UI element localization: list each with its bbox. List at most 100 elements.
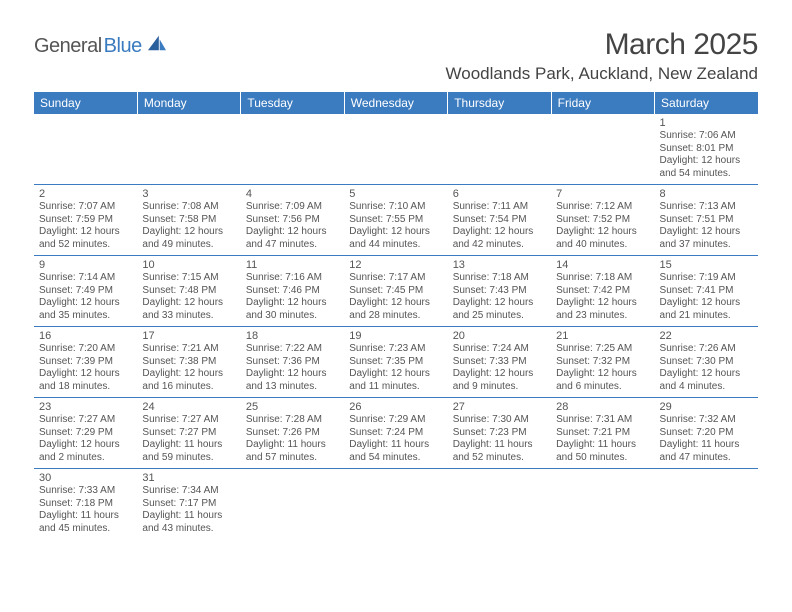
sunset-line: Sunset: 7:29 PM: [39, 427, 132, 440]
daylight-line: Daylight: 11 hours and 43 minutes.: [142, 510, 235, 535]
sunset-line: Sunset: 8:01 PM: [660, 143, 753, 156]
title-block: March 2025 Woodlands Park, Auckland, New…: [446, 28, 758, 84]
sunset-line: Sunset: 7:38 PM: [142, 356, 235, 369]
day-number: 11: [246, 259, 339, 271]
sunrise-line: Sunrise: 7:18 AM: [453, 272, 546, 285]
day-number: 14: [556, 259, 649, 271]
calendar-cell: 18Sunrise: 7:22 AMSunset: 7:36 PMDayligh…: [241, 327, 344, 398]
calendar-cell: 3Sunrise: 7:08 AMSunset: 7:58 PMDaylight…: [137, 185, 240, 256]
sunrise-line: Sunrise: 7:28 AM: [246, 414, 339, 427]
sunset-line: Sunset: 7:32 PM: [556, 356, 649, 369]
sunrise-line: Sunrise: 7:09 AM: [246, 201, 339, 214]
day-number: 30: [39, 472, 132, 484]
sunset-line: Sunset: 7:33 PM: [453, 356, 546, 369]
calendar-table: Sunday Monday Tuesday Wednesday Thursday…: [34, 92, 758, 539]
calendar-cell: [551, 114, 654, 185]
daylight-line: Daylight: 12 hours and 49 minutes.: [142, 226, 235, 251]
calendar-cell: [344, 114, 447, 185]
calendar-cell: 12Sunrise: 7:17 AMSunset: 7:45 PMDayligh…: [344, 256, 447, 327]
day-number: 25: [246, 401, 339, 413]
sunrise-line: Sunrise: 7:10 AM: [349, 201, 442, 214]
calendar-cell: 4Sunrise: 7:09 AMSunset: 7:56 PMDaylight…: [241, 185, 344, 256]
calendar-cell: 27Sunrise: 7:30 AMSunset: 7:23 PMDayligh…: [448, 398, 551, 469]
sunrise-line: Sunrise: 7:29 AM: [349, 414, 442, 427]
daylight-line: Daylight: 12 hours and 40 minutes.: [556, 226, 649, 251]
sunrise-line: Sunrise: 7:34 AM: [142, 485, 235, 498]
location-subtitle: Woodlands Park, Auckland, New Zealand: [446, 64, 758, 84]
daylight-line: Daylight: 11 hours and 47 minutes.: [660, 439, 753, 464]
logo-text-blue: Blue: [104, 35, 142, 58]
sunrise-line: Sunrise: 7:11 AM: [453, 201, 546, 214]
sunset-line: Sunset: 7:42 PM: [556, 285, 649, 298]
daylight-line: Daylight: 12 hours and 30 minutes.: [246, 297, 339, 322]
day-number: 7: [556, 188, 649, 200]
day-header: Tuesday: [241, 92, 344, 114]
calendar-row: 16Sunrise: 7:20 AMSunset: 7:39 PMDayligh…: [34, 327, 758, 398]
day-number: 4: [246, 188, 339, 200]
sunset-line: Sunset: 7:51 PM: [660, 214, 753, 227]
sunrise-line: Sunrise: 7:33 AM: [39, 485, 132, 498]
sunset-line: Sunset: 7:56 PM: [246, 214, 339, 227]
sunrise-line: Sunrise: 7:26 AM: [660, 343, 753, 356]
sunset-line: Sunset: 7:48 PM: [142, 285, 235, 298]
calendar-cell: 26Sunrise: 7:29 AMSunset: 7:24 PMDayligh…: [344, 398, 447, 469]
sunset-line: Sunset: 7:45 PM: [349, 285, 442, 298]
daylight-line: Daylight: 12 hours and 37 minutes.: [660, 226, 753, 251]
day-header: Saturday: [655, 92, 758, 114]
calendar-cell: [34, 114, 137, 185]
daylight-line: Daylight: 12 hours and 35 minutes.: [39, 297, 132, 322]
sunset-line: Sunset: 7:49 PM: [39, 285, 132, 298]
sunrise-line: Sunrise: 7:32 AM: [660, 414, 753, 427]
sunset-line: Sunset: 7:20 PM: [660, 427, 753, 440]
calendar-cell: [448, 114, 551, 185]
calendar-cell: [137, 114, 240, 185]
calendar-cell: 14Sunrise: 7:18 AMSunset: 7:42 PMDayligh…: [551, 256, 654, 327]
day-number: 13: [453, 259, 546, 271]
day-number: 31: [142, 472, 235, 484]
sunset-line: Sunset: 7:24 PM: [349, 427, 442, 440]
calendar-cell: [655, 469, 758, 540]
sunrise-line: Sunrise: 7:19 AM: [660, 272, 753, 285]
sunset-line: Sunset: 7:21 PM: [556, 427, 649, 440]
sunset-line: Sunset: 7:26 PM: [246, 427, 339, 440]
sunset-line: Sunset: 7:23 PM: [453, 427, 546, 440]
calendar-cell: 1Sunrise: 7:06 AMSunset: 8:01 PMDaylight…: [655, 114, 758, 185]
calendar-cell: [241, 469, 344, 540]
calendar-cell: 8Sunrise: 7:13 AMSunset: 7:51 PMDaylight…: [655, 185, 758, 256]
sunset-line: Sunset: 7:36 PM: [246, 356, 339, 369]
sunrise-line: Sunrise: 7:13 AM: [660, 201, 753, 214]
daylight-line: Daylight: 12 hours and 16 minutes.: [142, 368, 235, 393]
day-number: 9: [39, 259, 132, 271]
sunrise-line: Sunrise: 7:27 AM: [142, 414, 235, 427]
day-number: 15: [660, 259, 753, 271]
calendar-cell: 28Sunrise: 7:31 AMSunset: 7:21 PMDayligh…: [551, 398, 654, 469]
day-header: Sunday: [34, 92, 137, 114]
calendar-cell: [344, 469, 447, 540]
sunrise-line: Sunrise: 7:20 AM: [39, 343, 132, 356]
day-number: 6: [453, 188, 546, 200]
day-number: 2: [39, 188, 132, 200]
month-title: March 2025: [446, 28, 758, 62]
sunset-line: Sunset: 7:54 PM: [453, 214, 546, 227]
calendar-cell: [448, 469, 551, 540]
calendar-cell: 21Sunrise: 7:25 AMSunset: 7:32 PMDayligh…: [551, 327, 654, 398]
day-number: 5: [349, 188, 442, 200]
daylight-line: Daylight: 11 hours and 50 minutes.: [556, 439, 649, 464]
calendar-cell: 9Sunrise: 7:14 AMSunset: 7:49 PMDaylight…: [34, 256, 137, 327]
day-number: 18: [246, 330, 339, 342]
calendar-document: General Blue March 2025 Woodlands Park, …: [0, 0, 792, 559]
daylight-line: Daylight: 12 hours and 2 minutes.: [39, 439, 132, 464]
logo-sail-icon: [146, 34, 168, 52]
calendar-cell: 11Sunrise: 7:16 AMSunset: 7:46 PMDayligh…: [241, 256, 344, 327]
day-number: 3: [142, 188, 235, 200]
day-number: 29: [660, 401, 753, 413]
daylight-line: Daylight: 12 hours and 25 minutes.: [453, 297, 546, 322]
calendar-cell: [551, 469, 654, 540]
sunrise-line: Sunrise: 7:16 AM: [246, 272, 339, 285]
daylight-line: Daylight: 12 hours and 44 minutes.: [349, 226, 442, 251]
calendar-cell: 29Sunrise: 7:32 AMSunset: 7:20 PMDayligh…: [655, 398, 758, 469]
daylight-line: Daylight: 12 hours and 9 minutes.: [453, 368, 546, 393]
day-number: 27: [453, 401, 546, 413]
daylight-line: Daylight: 11 hours and 45 minutes.: [39, 510, 132, 535]
sunrise-line: Sunrise: 7:27 AM: [39, 414, 132, 427]
